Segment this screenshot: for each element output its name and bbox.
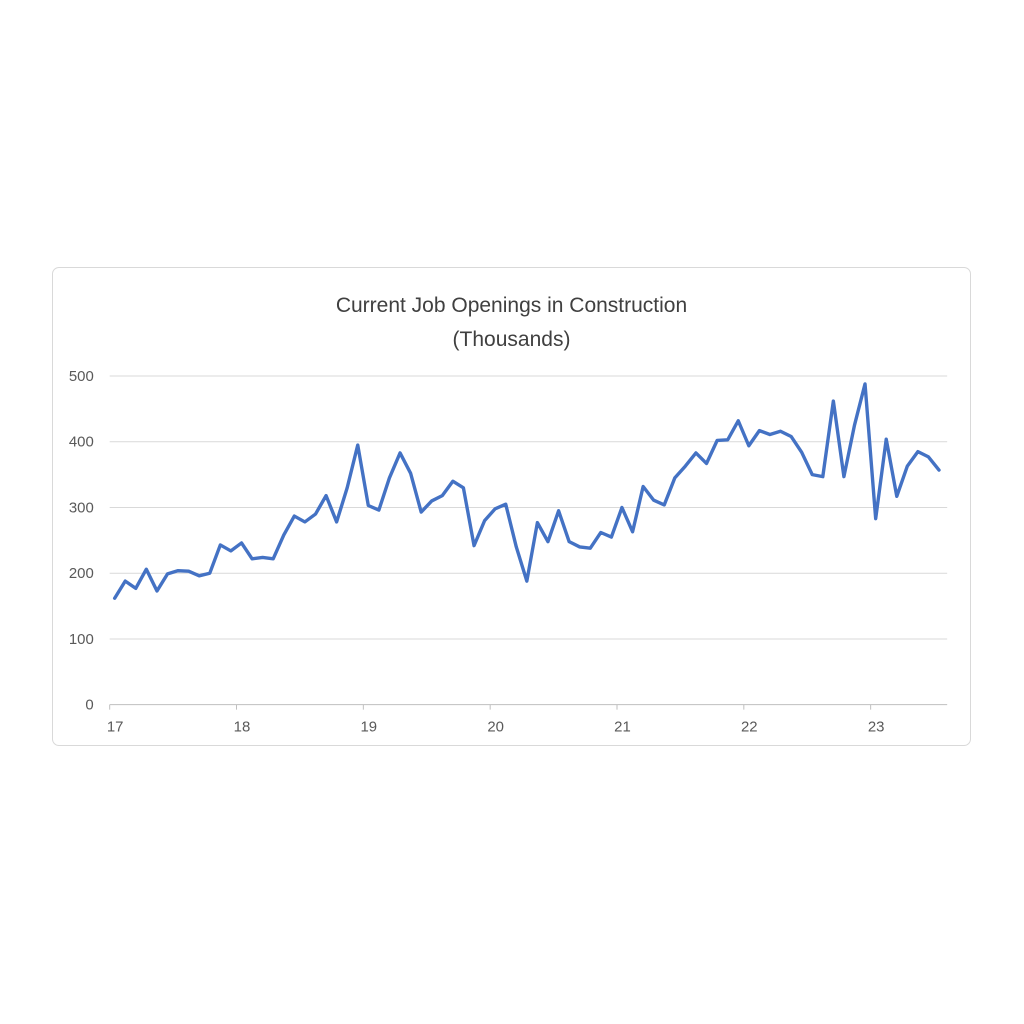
x-axis-tick-label: 21 <box>614 719 631 736</box>
y-axis-tick-label: 0 <box>85 697 93 714</box>
y-axis-tick-label: 400 <box>69 434 94 451</box>
x-axis-tick-label: 22 <box>741 719 758 736</box>
x-axis-tick-label: 18 <box>234 719 251 736</box>
y-axis-tick-label: 200 <box>69 565 94 582</box>
x-axis-tick-label: 19 <box>361 719 378 736</box>
chart-title: Current Job Openings in Construction (Tho… <box>53 289 970 357</box>
chart-title-line2: (Thousands) <box>452 328 571 351</box>
data-series-line <box>112 382 941 600</box>
x-axis-tick-label: 23 <box>868 719 885 736</box>
y-axis-tick-label: 300 <box>69 499 94 516</box>
line-chart-plot: 0 100 200 300 400 500 17 18 19 20 21 22 23 <box>69 368 948 736</box>
y-axis-tick-label: 100 <box>69 631 94 648</box>
y-axis-tick-label: 500 <box>69 368 94 385</box>
x-axis-tick-label: 17 <box>107 719 124 736</box>
x-axis-tick-label: 20 <box>487 719 504 736</box>
chart-title-line1: Current Job Openings in Construction <box>335 294 688 317</box>
chart-container: Current Job Openings in Construction (Tho… <box>52 267 971 746</box>
